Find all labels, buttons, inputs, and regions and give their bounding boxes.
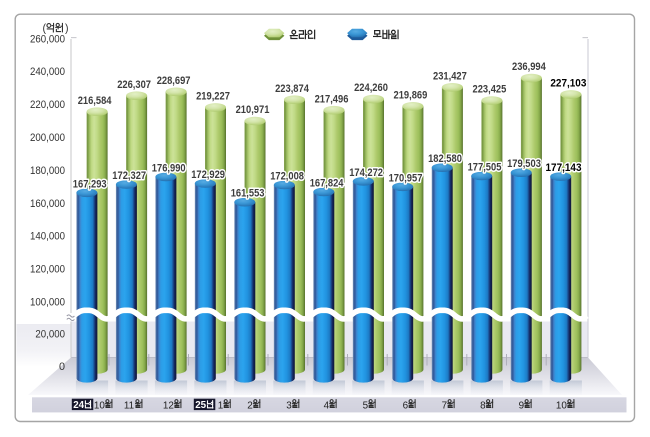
svg-text:217,496: 217,496 <box>315 93 349 105</box>
svg-text:1: 1 <box>218 400 224 411</box>
svg-text:179,503: 179,503 <box>507 158 541 170</box>
svg-text:176,990: 176,990 <box>152 162 186 174</box>
svg-text:120,000: 120,000 <box>30 264 65 276</box>
svg-text:2: 2 <box>247 400 253 411</box>
svg-text:100,000: 100,000 <box>30 297 65 309</box>
svg-text:5: 5 <box>363 400 369 411</box>
svg-text:6: 6 <box>403 400 409 411</box>
svg-text:231,427: 231,427 <box>433 70 467 82</box>
svg-text:260,000: 260,000 <box>30 33 65 45</box>
svg-text:20,000: 20,000 <box>35 328 65 340</box>
svg-text:200,000: 200,000 <box>30 132 65 144</box>
svg-text:): ) <box>65 23 69 35</box>
svg-text:177,143: 177,143 <box>546 162 582 174</box>
svg-text:216,584: 216,584 <box>78 95 112 107</box>
svg-text:25: 25 <box>195 400 206 411</box>
svg-text:219,227: 219,227 <box>196 91 230 103</box>
svg-text:240,000: 240,000 <box>30 66 65 78</box>
svg-text:8: 8 <box>480 400 486 411</box>
svg-text:172,327: 172,327 <box>112 170 146 182</box>
svg-text:24: 24 <box>73 400 84 411</box>
svg-text:3: 3 <box>286 400 292 411</box>
svg-text:167,824: 167,824 <box>310 177 344 189</box>
svg-text:227,103: 227,103 <box>550 78 586 90</box>
svg-text:182,580: 182,580 <box>428 153 462 165</box>
svg-text:236,994: 236,994 <box>512 61 546 73</box>
svg-text:10: 10 <box>556 400 567 411</box>
svg-text:(: ( <box>43 23 47 35</box>
svg-text:161,553: 161,553 <box>231 188 265 200</box>
svg-text:172,929: 172,929 <box>191 169 225 181</box>
svg-text:7: 7 <box>442 400 448 411</box>
svg-text:180,000: 180,000 <box>30 165 65 177</box>
svg-text:219,869: 219,869 <box>394 89 428 101</box>
svg-text:12: 12 <box>163 400 174 411</box>
svg-text:4: 4 <box>324 400 330 411</box>
svg-text:223,874: 223,874 <box>275 83 309 95</box>
svg-text:210,971: 210,971 <box>236 104 270 116</box>
svg-text:224,260: 224,260 <box>354 82 388 94</box>
svg-text:160,000: 160,000 <box>30 198 65 210</box>
svg-text:220,000: 220,000 <box>30 99 65 111</box>
svg-text:10: 10 <box>94 400 105 411</box>
svg-text:226,307: 226,307 <box>117 79 151 91</box>
svg-text:174,272: 174,272 <box>349 167 383 179</box>
svg-text:170,957: 170,957 <box>389 172 423 184</box>
svg-text:177,505: 177,505 <box>468 162 502 174</box>
svg-text:9: 9 <box>519 400 525 411</box>
svg-text:172,008: 172,008 <box>270 171 304 183</box>
svg-text:11: 11 <box>124 400 135 411</box>
svg-text:0: 0 <box>59 361 65 373</box>
svg-text:140,000: 140,000 <box>30 231 65 243</box>
svg-text:167,293: 167,293 <box>73 178 107 190</box>
svg-text:228,697: 228,697 <box>157 75 191 87</box>
svg-text:223,425: 223,425 <box>473 84 507 96</box>
